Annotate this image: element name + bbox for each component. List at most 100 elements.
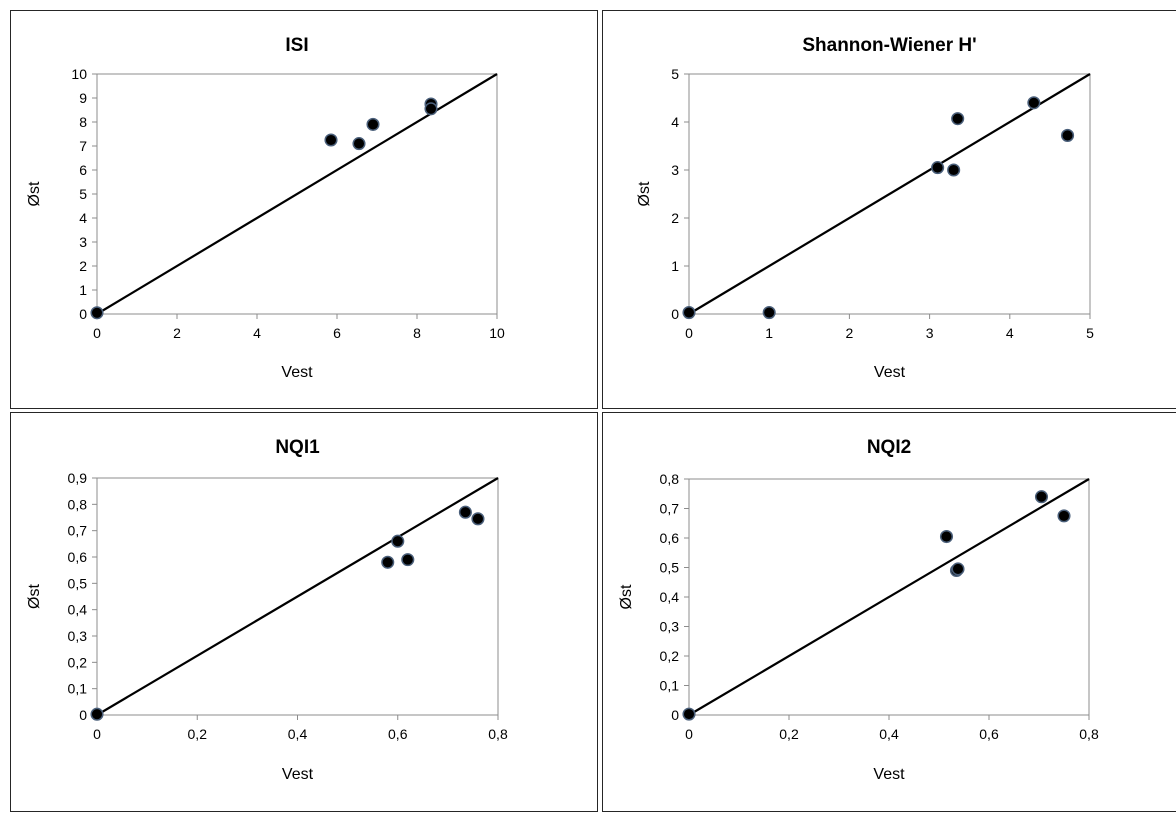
data-point — [458, 505, 472, 519]
data-point — [939, 529, 954, 544]
chart-panel-shannon-wiener: Shannon-Wiener H' 0 1 2 3 4 5 0 1 2 3 4 5 Vest Øst — [602, 10, 1176, 409]
data-point — [391, 534, 405, 548]
y-axis-label: Øst — [636, 181, 653, 206]
y-tick-label: 4 — [79, 210, 87, 226]
data-point — [366, 117, 380, 131]
x-tick-label: 2 — [173, 325, 181, 341]
y-tick-label: 9 — [79, 90, 87, 106]
y-tick-label: 0,4 — [68, 602, 88, 618]
y-tick-label: 0,7 — [68, 523, 88, 539]
y-tick-label: 10 — [71, 66, 87, 82]
y-tick-label: 2 — [79, 258, 87, 274]
y-tick-label: 0 — [79, 707, 87, 723]
data-point — [682, 707, 696, 721]
reference-line — [96, 477, 499, 716]
data-point — [1057, 509, 1071, 523]
y-tick-label: 0,3 — [68, 628, 88, 644]
x-axis-label: Vest — [281, 364, 313, 381]
x-tick-label: 4 — [253, 325, 261, 341]
y-tick-label: 5 — [79, 186, 87, 202]
y-tick-label: 1 — [671, 258, 679, 274]
x-tick-label: 0,8 — [488, 726, 508, 742]
x-tick-label: 0,8 — [1079, 726, 1099, 742]
x-tick-label: 0 — [685, 325, 693, 341]
x-tick-label: 0 — [93, 325, 101, 341]
x-tick-label: 3 — [926, 325, 934, 341]
nqi1-chart-title: NQI1 — [275, 437, 320, 458]
data-point — [682, 306, 696, 320]
y-tick-label: 0,2 — [660, 648, 680, 664]
y-tick-label: 0,8 — [660, 471, 680, 487]
data-point — [931, 161, 945, 175]
data-point — [352, 137, 366, 151]
y-tick-label: 0 — [671, 306, 679, 322]
data-point — [762, 306, 776, 320]
y-tick-label: 0,7 — [660, 501, 680, 517]
data-point — [1027, 96, 1041, 110]
data-point — [401, 553, 415, 567]
x-tick-label: 0,2 — [779, 726, 799, 742]
data-point — [951, 112, 965, 126]
y-axis-label: Øst — [26, 181, 43, 206]
x-tick-label: 0 — [93, 726, 101, 742]
y-tick-label: 0,5 — [68, 575, 88, 591]
y-tick-label: 3 — [79, 234, 87, 250]
y-tick-label: 5 — [671, 66, 679, 82]
y-tick-label: 0,6 — [68, 549, 88, 565]
y-axis-label: Øst — [618, 584, 635, 609]
isi-chart-title: ISI — [285, 35, 308, 56]
y-tick-label: 8 — [79, 114, 87, 130]
data-point — [90, 306, 104, 320]
x-tick-label: 0,4 — [879, 726, 899, 742]
y-tick-label: 6 — [79, 162, 87, 178]
nqi1-scatter-chart: NQI1 0 0,2 0,4 0,6 0,8 0 0,1 0,2 0,3 0,4 0,5 0,6 0,7 0… — [26, 437, 508, 783]
data-point — [381, 555, 395, 569]
x-tick-label: 1 — [765, 325, 773, 341]
y-tick-label: 2 — [671, 210, 679, 226]
y-tick-label: 0,1 — [68, 681, 88, 697]
x-tick-label: 0 — [685, 726, 693, 742]
y-tick-label: 0,8 — [68, 496, 88, 512]
y-axis-label: Øst — [26, 584, 43, 609]
data-point — [951, 562, 965, 576]
y-tick-label: 0,3 — [660, 619, 680, 635]
data-point — [424, 102, 438, 116]
x-tick-label: 0,2 — [188, 726, 208, 742]
x-tick-label: 0,4 — [288, 726, 308, 742]
chart-panel-nqi1: NQI1 0 0,2 0,4 0,6 0,8 0 0,1 0,2 0,3 0,4 0,5 0,6 0,7 0… — [10, 412, 598, 812]
y-tick-label: 0,6 — [660, 530, 680, 546]
chart-panel-nqi2: NQI2 0 0,2 0,4 0,6 0,8 0 0,1 0,2 0,3 0,4 0,5 0,6 0,7 0… — [602, 412, 1176, 812]
x-tick-label: 5 — [1086, 325, 1094, 341]
x-axis-label: Vest — [873, 766, 905, 783]
isi-scatter-chart: ISI 0 2 4 6 8 10 0 1 2 3 4 5 6 7 8 9 10 Vest Øst — [26, 35, 505, 381]
y-tick-label: 3 — [671, 162, 679, 178]
x-axis-label: Vest — [282, 766, 314, 783]
y-tick-label: 0 — [79, 306, 87, 322]
shannon-wiener-chart-title: Shannon-Wiener H' — [802, 35, 976, 56]
x-tick-label: 4 — [1006, 325, 1014, 341]
nqi2-scatter-chart: NQI2 0 0,2 0,4 0,6 0,8 0 0,1 0,2 0,3 0,4 0,5 0,6 0,7 0… — [618, 437, 1099, 783]
y-tick-label: 0,2 — [68, 654, 88, 670]
shannon-wiener-scatter-chart: Shannon-Wiener H' 0 1 2 3 4 5 0 1 2 3 4 5 Vest Øst — [636, 35, 1094, 381]
reference-line — [688, 478, 1090, 716]
x-tick-label: 0,6 — [979, 726, 999, 742]
y-tick-label: 0,9 — [68, 470, 88, 486]
y-tick-label: 0,4 — [660, 589, 680, 605]
chart-panel-isi: ISI 0 2 4 6 8 10 0 1 2 3 4 5 6 7 8 9 10 Vest Øst — [10, 10, 598, 409]
data-point — [90, 707, 104, 721]
y-tick-label: 0,1 — [660, 678, 680, 694]
reference-line — [688, 73, 1091, 315]
x-tick-label: 6 — [333, 325, 341, 341]
x-axis-label: Vest — [874, 364, 906, 381]
data-point — [1060, 128, 1075, 142]
data-point — [471, 512, 485, 526]
x-tick-label: 2 — [846, 325, 854, 341]
nqi2-chart-title: NQI2 — [867, 437, 911, 458]
data-point — [947, 163, 961, 177]
y-tick-label: 7 — [79, 138, 87, 154]
data-point — [1034, 490, 1049, 504]
x-tick-label: 10 — [489, 325, 505, 341]
plot-area-frame — [688, 73, 1091, 315]
data-point — [324, 133, 338, 147]
x-tick-label: 8 — [413, 325, 421, 341]
